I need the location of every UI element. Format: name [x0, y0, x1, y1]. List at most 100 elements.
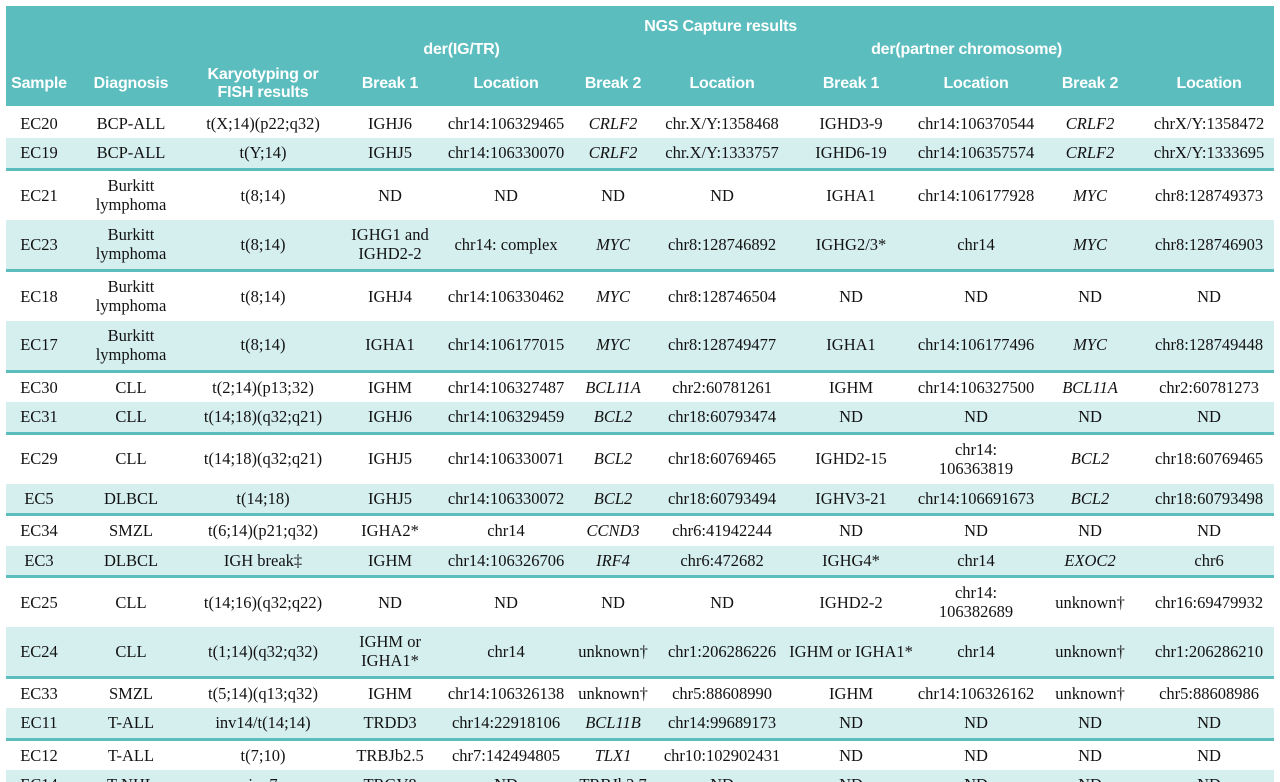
header-spacer: [6, 38, 337, 62]
table-cell: CLL: [72, 576, 190, 627]
table-cell: IGHM or IGHA1*: [336, 626, 445, 679]
table-cell: MYC: [1036, 169, 1145, 220]
table-cell: chr14:106327500: [916, 371, 1037, 403]
table-cell: t(2;14)(p13;32): [190, 371, 337, 403]
table-cell: unknown†: [1036, 576, 1145, 627]
table-cell: Burkitt lymphoma: [72, 270, 190, 321]
col-header-break2-partner: Break 2: [1036, 62, 1145, 109]
table-cell: chr14:106357574: [916, 138, 1037, 171]
table-cell: ND: [1036, 708, 1145, 741]
table-cell: EC12: [6, 739, 72, 771]
table-cell: chr14: [916, 545, 1037, 578]
table-cell: chr8:128746903: [1144, 219, 1275, 272]
table-cell: ND: [336, 169, 445, 220]
table-cell: IGHM: [336, 545, 445, 578]
table-cell: chr14:106177496: [916, 320, 1037, 373]
table-cell: IGHD2-2: [786, 576, 917, 627]
table-cell: IGHG4*: [786, 545, 917, 578]
col-header-location1-igtr: Location: [444, 62, 569, 109]
table-cell: t(5;14)(q13;q32): [190, 677, 337, 709]
table-cell: chr14:106177928: [916, 169, 1037, 220]
table-cell: ND: [916, 770, 1037, 782]
table-cell: BCL2: [568, 402, 659, 435]
table-cell: ND: [444, 169, 569, 220]
col-header-break1-igtr: Break 1: [336, 62, 445, 109]
table-cell: IGHD3-9: [786, 107, 917, 139]
table-cell: t(14;16)(q32;q22): [190, 576, 337, 627]
table-cell: ND: [916, 402, 1037, 435]
table-cell: EXOC2: [1036, 545, 1145, 578]
table-cell: chr18:60793498: [1144, 483, 1275, 517]
group-der-partner-chromosome: der(partner chromosome): [786, 38, 1275, 62]
table-cell: t(14;18)(q32;q21): [190, 433, 337, 484]
table-cell: chr5:88608990: [658, 677, 787, 709]
table-cell: chr14:106329459: [444, 402, 569, 435]
table-cell: TRBJb2.7: [568, 770, 659, 782]
table-cell: chr14: 106363819: [916, 433, 1037, 484]
table-row-ec29: EC29 CLL t(14;18)(q32;q21) IGHJ5 chr14:10633…: [6, 433, 1275, 484]
table-row-ec14: EC14T-NHLinv7TRGV8NDTRBJb2.7NDNDNDNDND: [6, 770, 1275, 782]
table-cell: t(8;14): [190, 169, 337, 220]
col-header-location2-igtr: Location: [658, 62, 787, 109]
table-cell: chr16:69479932: [1144, 576, 1275, 627]
table-cell: ND: [1036, 770, 1145, 782]
table-cell: chr14: complex: [444, 219, 569, 272]
table-cell: CRLF2: [1036, 138, 1145, 171]
table-row-ec18: EC18 Burkitt lymphoma t(8;14) IGHJ4 chr14:10…: [6, 270, 1275, 321]
table-cell: EC31: [6, 402, 72, 435]
table-cell: chr8:128749448: [1144, 320, 1275, 373]
table-cell: EC29: [6, 433, 72, 484]
table-cell: chrX/Y:1358472: [1144, 107, 1275, 139]
table-cell: t(6;14)(p21;q32): [190, 514, 337, 546]
table-cell: chrX/Y:1333695: [1144, 138, 1275, 171]
table-cell: IGHD6-19: [786, 138, 917, 171]
table-cell: chr14:106177015: [444, 320, 569, 373]
table-cell: chr14:99689173: [658, 708, 787, 741]
table-cell: chr10:102902431: [658, 739, 787, 771]
table-cell: ND: [658, 770, 787, 782]
table-cell: chr14: [916, 626, 1037, 679]
table-cell: ND: [1144, 270, 1275, 321]
table-row-ec24: EC24 CLL t(1;14)(q32;q32) IGHM or IGHA1* chr…: [6, 626, 1275, 679]
table-cell: Burkitt lymphoma: [72, 219, 190, 272]
table-cell: T-ALL: [72, 739, 190, 771]
table-cell: chr8:128746892: [658, 219, 787, 272]
table-cell: IGHG2/3*: [786, 219, 917, 272]
table-cell: SMZL: [72, 677, 190, 709]
table-cell: BCL11A: [568, 371, 659, 403]
table-cell: t(14;18)(q32;q21): [190, 402, 337, 435]
table-cell: CLL: [72, 626, 190, 679]
table-cell: chr14:106330070: [444, 138, 569, 171]
table-cell: IRF4: [568, 545, 659, 578]
table-cell: BCL2: [1036, 483, 1145, 517]
table-cell: IGHJ6: [336, 107, 445, 139]
table-row-ec30: EC30 CLL t(2;14)(p13;32) IGHM chr14:10632748…: [6, 371, 1275, 403]
table-cell: Burkitt lymphoma: [72, 169, 190, 220]
table-cell: EC19: [6, 138, 72, 171]
table-cell: CRLF2: [1036, 107, 1145, 139]
table-cell: IGHJ4: [336, 270, 445, 321]
table-cell: chr18:60769465: [658, 433, 787, 484]
table-cell: TRBJb2.5: [336, 739, 445, 771]
table-cell: IGHA1: [336, 320, 445, 373]
table-cell: chr14:106327487: [444, 371, 569, 403]
table-cell: ND: [916, 270, 1037, 321]
table-cell: EC3: [6, 545, 72, 578]
table-cell: ND: [786, 402, 917, 435]
group-der-ig-tr: der(IG/TR): [336, 38, 787, 62]
table-cell: BCL11B: [568, 708, 659, 741]
table-cell: chr14: [916, 219, 1037, 272]
table-cell: chr8:128746504: [658, 270, 787, 321]
table-cell: ND: [1144, 770, 1275, 782]
table-cell: unknown†: [568, 626, 659, 679]
table-cell: ND: [786, 270, 917, 321]
table-cell: IGHM or IGHA1*: [786, 626, 917, 679]
table-cell: chr14:106329465: [444, 107, 569, 139]
table-cell: TLX1: [568, 739, 659, 771]
table-cell: IGHJ6: [336, 402, 445, 435]
table-cell: EC25: [6, 576, 72, 627]
table-cell: t(X;14)(p22;q32): [190, 107, 337, 139]
table-cell: DLBCL: [72, 545, 190, 578]
table-cell: IGHA1: [786, 169, 917, 220]
table-cell: t(8;14): [190, 219, 337, 272]
